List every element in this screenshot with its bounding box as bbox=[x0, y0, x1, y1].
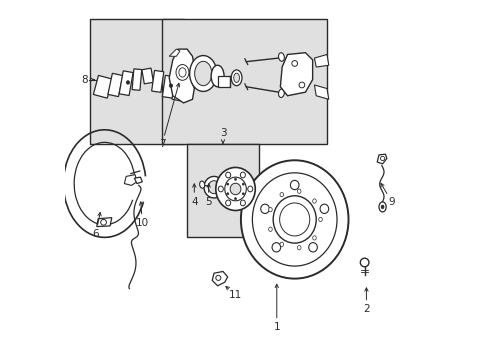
Ellipse shape bbox=[280, 193, 283, 197]
Ellipse shape bbox=[230, 183, 241, 195]
Ellipse shape bbox=[279, 203, 309, 236]
Ellipse shape bbox=[126, 81, 129, 84]
Text: 1: 1 bbox=[273, 322, 280, 332]
Bar bbox=[90, 19, 183, 144]
Ellipse shape bbox=[179, 68, 185, 77]
Ellipse shape bbox=[298, 82, 304, 88]
Ellipse shape bbox=[271, 243, 280, 252]
Ellipse shape bbox=[215, 167, 255, 211]
Ellipse shape bbox=[211, 65, 224, 87]
Polygon shape bbox=[119, 71, 133, 95]
Ellipse shape bbox=[224, 177, 246, 201]
Ellipse shape bbox=[234, 198, 236, 200]
Bar bbox=[187, 144, 258, 237]
Ellipse shape bbox=[203, 176, 224, 198]
Ellipse shape bbox=[226, 183, 228, 185]
Ellipse shape bbox=[380, 156, 384, 161]
Ellipse shape bbox=[240, 200, 245, 206]
Polygon shape bbox=[162, 75, 176, 98]
Ellipse shape bbox=[241, 160, 348, 279]
Text: 4: 4 bbox=[191, 197, 197, 207]
Text: 3: 3 bbox=[219, 129, 226, 138]
Ellipse shape bbox=[268, 207, 272, 212]
Ellipse shape bbox=[189, 55, 217, 91]
Bar bbox=[217, 76, 230, 87]
Ellipse shape bbox=[380, 205, 383, 209]
Ellipse shape bbox=[297, 189, 301, 193]
Polygon shape bbox=[314, 85, 328, 99]
Ellipse shape bbox=[226, 193, 228, 195]
Polygon shape bbox=[280, 53, 312, 96]
Ellipse shape bbox=[312, 236, 316, 240]
Text: 7: 7 bbox=[159, 139, 165, 149]
Ellipse shape bbox=[169, 84, 172, 87]
Ellipse shape bbox=[378, 202, 386, 212]
Ellipse shape bbox=[278, 89, 284, 98]
Ellipse shape bbox=[320, 204, 328, 213]
Text: 10: 10 bbox=[136, 218, 148, 228]
Ellipse shape bbox=[291, 60, 297, 66]
Text: 2: 2 bbox=[363, 304, 369, 314]
Ellipse shape bbox=[225, 200, 230, 206]
Ellipse shape bbox=[218, 186, 223, 192]
Polygon shape bbox=[108, 73, 122, 96]
Ellipse shape bbox=[280, 242, 283, 247]
Text: 9: 9 bbox=[387, 197, 394, 207]
Polygon shape bbox=[169, 49, 194, 103]
Polygon shape bbox=[169, 49, 180, 56]
Polygon shape bbox=[93, 75, 112, 98]
Ellipse shape bbox=[360, 258, 368, 267]
Ellipse shape bbox=[318, 217, 322, 222]
Ellipse shape bbox=[308, 243, 317, 252]
Polygon shape bbox=[132, 69, 142, 90]
Ellipse shape bbox=[199, 181, 204, 188]
Ellipse shape bbox=[297, 246, 301, 250]
Polygon shape bbox=[172, 80, 184, 101]
Ellipse shape bbox=[240, 172, 245, 178]
Ellipse shape bbox=[231, 70, 242, 86]
Polygon shape bbox=[314, 54, 328, 67]
Ellipse shape bbox=[242, 183, 244, 185]
Polygon shape bbox=[97, 218, 112, 226]
Polygon shape bbox=[134, 177, 142, 184]
Ellipse shape bbox=[252, 173, 336, 266]
Text: 5: 5 bbox=[205, 197, 211, 207]
Ellipse shape bbox=[247, 186, 252, 192]
Ellipse shape bbox=[278, 53, 284, 61]
Bar bbox=[162, 19, 326, 144]
Ellipse shape bbox=[194, 61, 211, 86]
Ellipse shape bbox=[208, 181, 219, 194]
Polygon shape bbox=[212, 271, 227, 286]
Ellipse shape bbox=[215, 275, 221, 280]
Text: 11: 11 bbox=[228, 290, 242, 300]
Ellipse shape bbox=[290, 180, 298, 190]
Ellipse shape bbox=[260, 204, 269, 213]
Polygon shape bbox=[142, 68, 153, 84]
Text: 6: 6 bbox=[92, 229, 99, 239]
Ellipse shape bbox=[176, 64, 188, 80]
Polygon shape bbox=[151, 71, 163, 92]
Polygon shape bbox=[376, 154, 386, 164]
Ellipse shape bbox=[234, 178, 236, 180]
Ellipse shape bbox=[242, 193, 244, 195]
Ellipse shape bbox=[101, 220, 106, 225]
Ellipse shape bbox=[225, 172, 230, 178]
Ellipse shape bbox=[273, 196, 316, 243]
Ellipse shape bbox=[233, 73, 239, 82]
Ellipse shape bbox=[312, 199, 316, 203]
Text: 8: 8 bbox=[81, 75, 88, 85]
Polygon shape bbox=[124, 175, 137, 185]
Ellipse shape bbox=[268, 227, 272, 231]
